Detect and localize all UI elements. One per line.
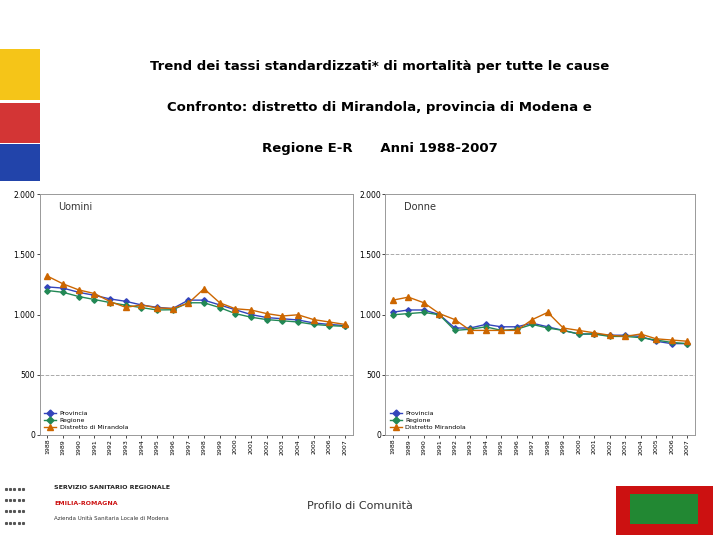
Text: Azienda Unità Sanitaria Locale di Modena: Azienda Unità Sanitaria Locale di Modena	[54, 516, 168, 522]
Text: Donne: Donne	[404, 201, 436, 212]
Text: 6: 6	[690, 501, 698, 511]
Text: Confronto: distretto di Mirandola, provincia di Modena e: Confronto: distretto di Mirandola, provi…	[168, 101, 592, 114]
Legend: Provincia, Regione, Distretto Mirandola: Provincia, Regione, Distretto Mirandola	[388, 410, 467, 431]
Text: Uomini: Uomini	[58, 201, 93, 212]
Text: Regione E-R      Anni 1988-2007: Regione E-R Anni 1988-2007	[262, 142, 498, 155]
Legend: Provincia, Regione, Distretto di Mirandola: Provincia, Regione, Distretto di Mirando…	[42, 410, 130, 431]
Text: Trend dei tassi standardizzati* di mortalità per tutte le cause: Trend dei tassi standardizzati* di morta…	[150, 59, 609, 72]
Text: Profilo di Comunità: Profilo di Comunità	[307, 501, 413, 511]
Text: SERVIZIO SANITARIO REGIONALE: SERVIZIO SANITARIO REGIONALE	[54, 485, 170, 490]
Text: EMILIA-ROMAGNA: EMILIA-ROMAGNA	[54, 502, 117, 507]
